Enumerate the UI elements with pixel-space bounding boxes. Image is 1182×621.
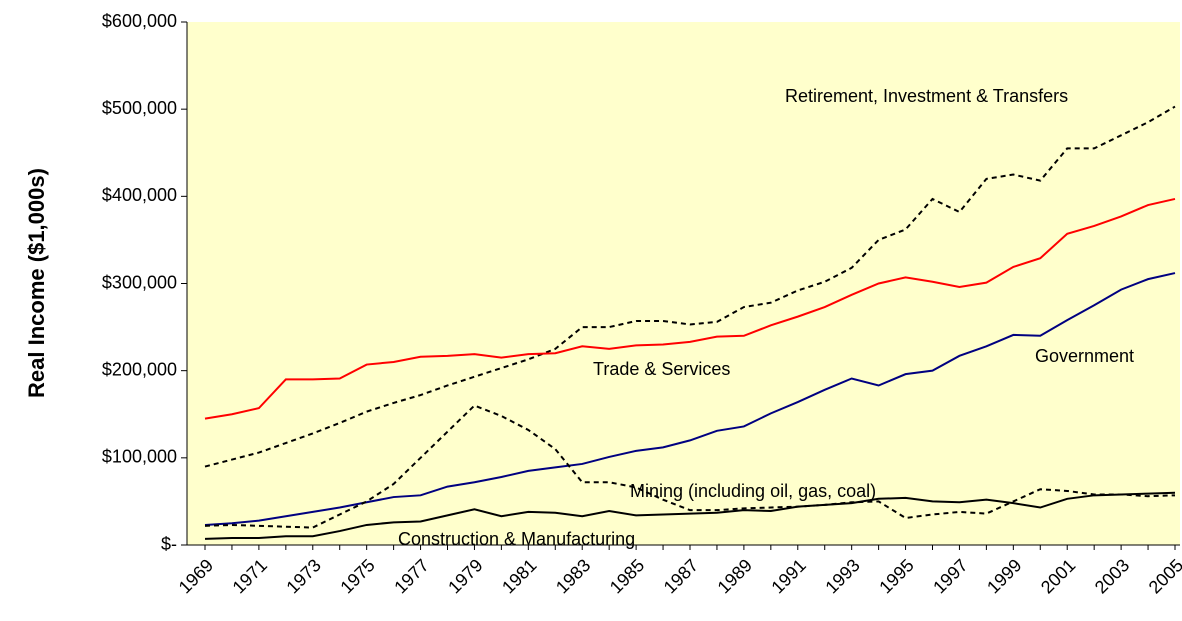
y-tick-label: $300,000 <box>102 272 177 292</box>
y-axis-label: Real Income ($1,000s) <box>24 168 49 398</box>
x-tick-label: 2005 <box>1145 555 1182 597</box>
x-tick-label: 1975 <box>336 555 378 597</box>
y-tick-label: $400,000 <box>102 185 177 205</box>
x-tick-label: 1985 <box>606 555 648 597</box>
x-tick-label: 1987 <box>660 555 702 597</box>
x-tick-label: 1997 <box>929 555 971 597</box>
x-tick-label: 1983 <box>552 555 594 597</box>
x-tick-label: 1977 <box>390 555 432 597</box>
y-tick-label: $200,000 <box>102 359 177 379</box>
series-line <box>204 272 1176 526</box>
x-tick-label: 1993 <box>821 555 863 597</box>
series-line <box>204 404 1176 529</box>
series-label: Construction & Manufacturing <box>398 529 635 549</box>
series-line <box>204 105 1176 468</box>
x-tick-label: 1995 <box>875 555 917 597</box>
series-label: Mining (including oil, gas, coal) <box>630 481 876 501</box>
x-tick-label: 1991 <box>768 555 810 597</box>
series-label: Retirement, Investment & Transfers <box>785 86 1068 106</box>
x-tick-label: 2003 <box>1091 555 1133 597</box>
series-line <box>204 197 1176 420</box>
x-tick-label: 1969 <box>175 555 217 597</box>
x-tick-label: 2001 <box>1037 555 1079 597</box>
y-tick-label: $600,000 <box>102 11 177 31</box>
y-tick-label: $- <box>161 534 177 554</box>
series-line <box>204 491 1176 540</box>
y-tick-label: $100,000 <box>102 447 177 467</box>
y-tick-label: $500,000 <box>102 98 177 118</box>
series-label: Trade & Services <box>593 359 730 379</box>
plot-area <box>187 22 1180 545</box>
x-tick-label: 1989 <box>714 555 756 597</box>
x-tick-label: 1971 <box>229 555 271 597</box>
x-tick-label: 1999 <box>983 555 1025 597</box>
x-tick-label: 1979 <box>444 555 486 597</box>
series-label: Government <box>1035 346 1134 366</box>
x-tick-label: 1973 <box>283 555 325 597</box>
x-tick-label: 1981 <box>498 555 540 597</box>
